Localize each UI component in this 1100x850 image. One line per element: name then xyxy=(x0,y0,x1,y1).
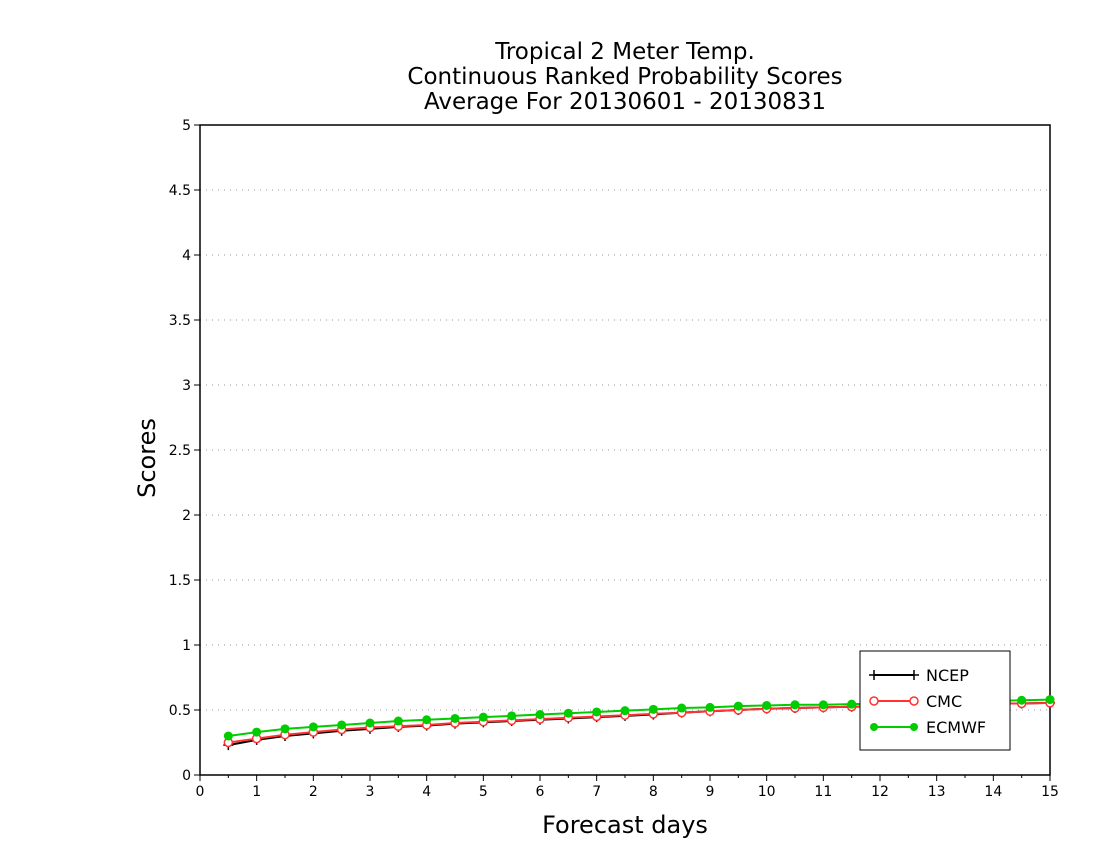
legend-item-ecmwf: ECMWF xyxy=(870,718,986,737)
legend-item-cmc: CMC xyxy=(869,692,962,711)
x-tick-label: 12 xyxy=(871,784,889,800)
data-point xyxy=(422,715,432,725)
x-tick-label: 13 xyxy=(928,784,946,800)
x-tick-label: 1 xyxy=(252,784,261,800)
x-tick-label: 7 xyxy=(592,784,601,800)
y-tick-label: 1.5 xyxy=(169,573,191,589)
data-point xyxy=(1045,695,1055,705)
y-tick-label: 2.5 xyxy=(169,443,191,459)
data-point xyxy=(450,713,460,723)
y-tick-label: 4 xyxy=(182,248,191,264)
x-tick-label: 10 xyxy=(758,784,776,800)
x-tick-label: 11 xyxy=(814,784,832,800)
x-axis-label: Forecast days xyxy=(542,811,708,839)
data-point xyxy=(910,723,918,731)
data-point xyxy=(762,700,772,710)
data-point xyxy=(790,700,800,710)
x-tick-label: 2 xyxy=(309,784,318,800)
y-axis-label: Scores xyxy=(133,418,161,498)
data-point xyxy=(870,723,878,731)
y-tick-label: 0.5 xyxy=(169,703,191,719)
data-point xyxy=(592,707,602,717)
data-point xyxy=(507,711,517,721)
y-tick-label: 1 xyxy=(182,638,191,654)
x-tick-label: 15 xyxy=(1041,784,1059,800)
x-tick-label: 8 xyxy=(649,784,658,800)
x-tick-label: 5 xyxy=(479,784,488,800)
title-line-3: Average For 20130601 - 20130831 xyxy=(424,89,826,115)
x-tick-label: 3 xyxy=(366,784,375,800)
data-point xyxy=(847,699,857,709)
data-point xyxy=(677,703,687,713)
grid xyxy=(200,189,1050,711)
legend: NCEP CMC ECMWF xyxy=(859,650,1011,751)
data-point xyxy=(620,706,630,716)
data-point xyxy=(308,722,318,732)
data-point xyxy=(733,701,743,711)
legend-item-ncep: NCEP xyxy=(869,666,969,685)
data-point xyxy=(1017,695,1027,705)
legend-label: NCEP xyxy=(926,666,969,685)
y-tick-label: 3 xyxy=(182,378,191,394)
x-tick-label: 9 xyxy=(706,784,715,800)
data-point xyxy=(705,702,715,712)
data-point xyxy=(909,696,919,706)
x-tick-label: 6 xyxy=(536,784,545,800)
axes: 00.511.522.533.544.550 1 2 3 4 5 6 7 8 9 10 11 12 13 1… xyxy=(169,118,1059,800)
y-tick-label: 5 xyxy=(182,118,191,134)
data-point xyxy=(563,708,573,718)
y-tick-label: 2 xyxy=(182,508,191,524)
data-point xyxy=(535,710,545,720)
data-point xyxy=(869,696,879,706)
data-point xyxy=(280,724,290,734)
plot-frame xyxy=(199,124,1051,776)
x-tick-label: 0 xyxy=(196,784,205,800)
series-ecmwf xyxy=(223,695,1055,741)
y-tick-label: 0 xyxy=(182,768,191,784)
x-tick-label: 4 xyxy=(422,784,431,800)
y-tick-label: 4.5 xyxy=(169,183,191,199)
legend-label: ECMWF xyxy=(926,718,986,737)
data-point xyxy=(252,727,262,737)
chart-title: Tropical 2 Meter Temp. Continuous Ranked… xyxy=(407,39,842,115)
title-line-2: Continuous Ranked Probability Scores xyxy=(407,64,842,90)
data-point xyxy=(648,704,658,714)
data-point xyxy=(393,716,403,726)
data-point xyxy=(337,720,347,730)
x-tick-label: 14 xyxy=(984,784,1002,800)
series-layer xyxy=(223,695,1055,751)
y-tick-label: 3.5 xyxy=(169,313,191,329)
data-point xyxy=(478,712,488,722)
data-point xyxy=(223,731,233,741)
data-point xyxy=(365,718,375,728)
title-line-1: Tropical 2 Meter Temp. xyxy=(494,39,755,65)
legend-label: CMC xyxy=(926,692,962,711)
data-point xyxy=(818,700,828,710)
